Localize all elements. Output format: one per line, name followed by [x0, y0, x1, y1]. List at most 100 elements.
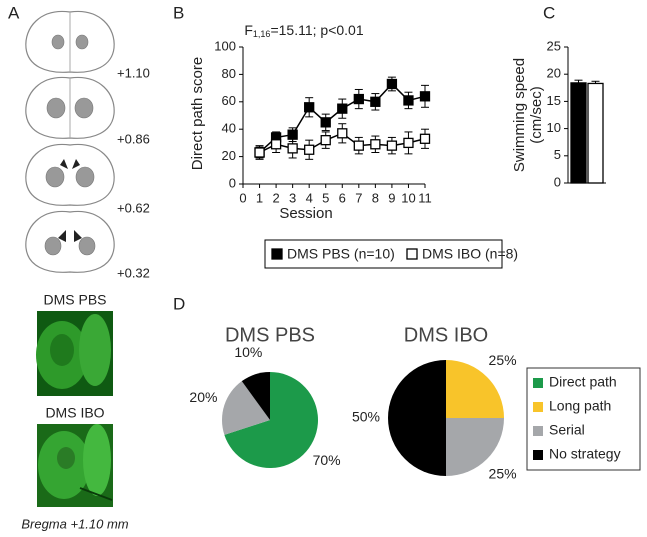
x-tick-label: 5 — [322, 190, 329, 205]
marker — [370, 96, 381, 107]
value-label: 10% — [234, 344, 262, 360]
y-tick-label: 10 — [547, 120, 561, 135]
histology-image — [37, 424, 113, 507]
atlas-level: +1.10 — [117, 65, 150, 80]
marker — [287, 129, 298, 140]
value-label: 20% — [189, 389, 217, 405]
y-tick-label: 15 — [547, 93, 561, 108]
pie-slice — [241, 372, 270, 420]
x-tick-label: 4 — [306, 190, 313, 205]
marker — [320, 135, 331, 146]
panel-label: C — [543, 3, 555, 22]
pie-slice — [446, 418, 504, 476]
y-tick-label: 25 — [547, 38, 561, 53]
y-tick-label: 0 — [229, 175, 236, 190]
marker — [320, 117, 331, 128]
caption: Bregma +1.10 mm — [21, 516, 128, 531]
panel-label: A — [8, 3, 20, 22]
chart-title: F1,16=15.11; p<0.01 — [244, 22, 363, 40]
value-label: 25% — [489, 465, 517, 481]
legend-label: Direct path — [549, 374, 617, 390]
legend-swatch — [271, 248, 283, 260]
legend-frame — [526, 367, 641, 471]
panel-label: D — [173, 294, 185, 313]
atlas-level: +0.62 — [117, 200, 150, 215]
legend-frame — [264, 239, 503, 269]
marker — [270, 139, 282, 150]
x-tick-label: 2 — [272, 190, 279, 205]
y-tick-label: 0 — [554, 174, 561, 189]
pie-title: DMS PBS — [225, 324, 315, 346]
legend-label: DMS PBS (n=10) — [287, 246, 395, 262]
pie-slice — [222, 381, 270, 435]
value-label: 25% — [489, 352, 517, 368]
legend-label: DMS IBO (n=8) — [422, 246, 518, 262]
value-label: 70% — [313, 452, 341, 468]
atlas-level: +0.32 — [117, 265, 150, 280]
y-axis-label: Direct path score — [189, 57, 206, 170]
atlas-sections — [25, 10, 115, 273]
legend-label: Long path — [549, 398, 611, 414]
legend: DMS PBS (n=10) DMS IBO (n=8) — [264, 239, 518, 269]
marker — [254, 147, 265, 158]
brain-section — [25, 10, 115, 73]
title-part: 1,16 — [253, 29, 271, 39]
image-label: DMS IBO — [45, 405, 104, 421]
legend-swatch — [533, 402, 543, 412]
y-tick-label: 100 — [214, 38, 236, 53]
brain-section — [25, 143, 115, 206]
title-part: F — [244, 22, 253, 38]
marker — [304, 144, 315, 155]
x-tick-label: 1 — [256, 190, 263, 205]
x-tick-label: 8 — [372, 190, 379, 205]
histology-image — [36, 311, 113, 396]
bar — [587, 82, 604, 184]
y-tick-label: 40 — [222, 121, 236, 136]
y-tick-label: 5 — [554, 147, 561, 162]
marker — [403, 95, 414, 106]
marker — [419, 91, 431, 102]
pie-title: DMS IBO — [404, 324, 488, 346]
marker — [337, 103, 348, 114]
marker — [287, 143, 298, 154]
legend-swatch — [533, 450, 543, 460]
marker — [304, 102, 315, 113]
marker — [337, 128, 348, 139]
brain-section — [25, 76, 115, 139]
image-label: DMS PBS — [43, 292, 106, 308]
y-axis-label: (cm/sec) — [528, 86, 545, 144]
legend-label: Serial — [549, 422, 585, 438]
marker — [353, 140, 364, 151]
x-tick-label: 10 — [401, 190, 415, 205]
legend-swatch — [406, 248, 418, 260]
y-tick-label: 20 — [547, 66, 561, 81]
marker — [419, 133, 431, 144]
marker — [386, 78, 398, 90]
value-label: 50% — [352, 409, 380, 425]
legend-label: No strategy — [549, 446, 621, 462]
bar — [570, 82, 587, 184]
brain-section — [25, 210, 115, 273]
y-tick-label: 60 — [222, 93, 236, 108]
pie-slice — [224, 372, 318, 468]
y-axis-label: Swimming speed — [511, 58, 528, 172]
legend-swatch — [533, 378, 543, 388]
x-tick-label: 0 — [239, 190, 246, 205]
x-tick-label: 3 — [289, 190, 296, 205]
marker — [370, 139, 381, 150]
atlas-level: +0.86 — [117, 131, 150, 146]
y-tick-label: 80 — [222, 66, 236, 81]
marker — [403, 137, 414, 149]
x-tick-label: 11 — [418, 190, 432, 205]
title-part: =15.11; p<0.01 — [270, 22, 363, 38]
legend: Direct path Long path Serial No strategy — [526, 367, 641, 471]
panel-label: B — [173, 3, 184, 22]
x-axis-label: Session — [279, 205, 332, 222]
x-tick-label: 6 — [339, 190, 346, 205]
x-tick-label: 9 — [388, 190, 395, 205]
x-tick-label: 7 — [355, 190, 362, 205]
pie-slice — [446, 360, 504, 418]
y-tick-label: 20 — [222, 148, 236, 163]
pie-slice — [388, 360, 446, 476]
